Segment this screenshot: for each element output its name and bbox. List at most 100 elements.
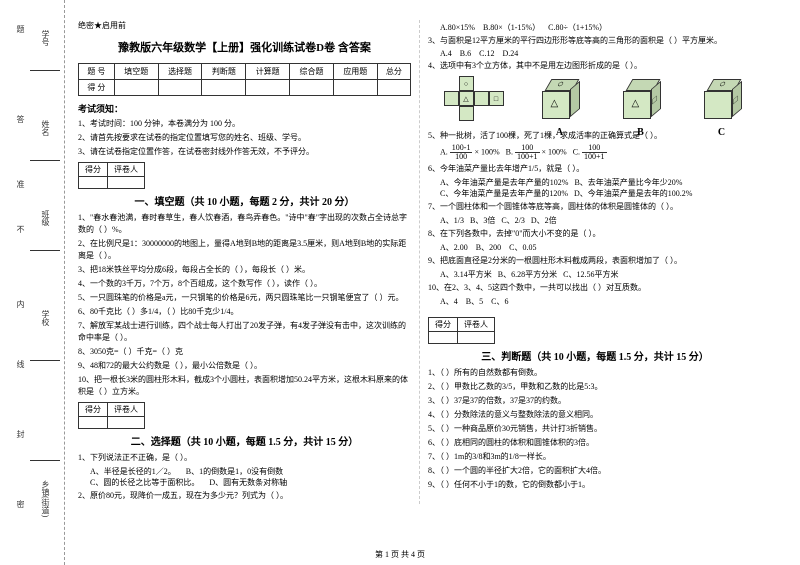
question: 6、（ ）底相同的圆柱的体积和圆锥体积的3倍。 xyxy=(428,437,762,449)
cube-front-face: △ xyxy=(623,91,651,119)
opt-label: A. xyxy=(440,147,448,156)
opt: A.4 xyxy=(440,49,452,58)
opt-label: C. xyxy=(573,147,580,156)
question: 1、下列说法正不正确，是（ ）。 xyxy=(78,452,411,464)
opt: A、半径是长径的1／2。 xyxy=(90,467,176,476)
cell: 综合题 xyxy=(290,64,334,80)
seal-mark: 答 xyxy=(15,115,26,123)
cell: 判断题 xyxy=(202,64,246,80)
seal-mark: 不 xyxy=(15,225,26,233)
gutter-label: 学号 xyxy=(40,30,51,46)
net-face xyxy=(459,106,474,121)
gutter-line xyxy=(30,160,60,161)
question: 6、今年油菜产量比去年增产1/5，就是（ ）。 xyxy=(428,163,762,175)
section-2-title: 二、选择题（共 10 小题，每题 1.5 分，共计 15 分） xyxy=(78,433,411,448)
grader-table: 得分评卷人 xyxy=(78,162,145,189)
question: 2、在比例尺是1：30000000的地图上，量得A地到B地的距离是3.5厘米，则… xyxy=(78,238,411,262)
question: 3、把18米铁丝平均分成6段，每段占全长的（ ），每段长（ ）米。 xyxy=(78,264,411,276)
opt: C.80÷（1+15%） xyxy=(548,23,607,32)
opt-label: B. xyxy=(506,147,513,156)
cube-net: ○ △ □ xyxy=(444,76,504,126)
cell xyxy=(429,332,458,344)
notice-title: 考试须知： xyxy=(78,102,411,115)
question: 3、（ ）37是37的倍数，37是37的约数。 xyxy=(428,395,762,407)
opt: B、3倍 xyxy=(470,216,495,225)
cube-option-a: ○ △ A xyxy=(535,76,585,126)
section-3-title: 三、判断题（共 10 小题，每题 1.5 分，共计 15 分） xyxy=(428,348,762,363)
gutter-label: 班级 xyxy=(40,210,51,226)
question: 1、"春水春池满，春时春草生，春人饮春酒，春鸟弄春色。"诗中"春"字出现的次数占… xyxy=(78,212,411,236)
opt: A、4 xyxy=(440,297,458,306)
cell: 评卷人 xyxy=(108,162,145,176)
opt: B.6 xyxy=(460,49,471,58)
opt: D、圆有无数条对称轴 xyxy=(209,478,287,487)
cell xyxy=(202,80,246,96)
question: 8、在下列各数中，去掉"0"而大小不变的是（ ）。 xyxy=(428,228,762,240)
cell xyxy=(158,80,202,96)
left-column: 绝密★启用前 豫教版六年级数学【上册】强化训练试卷D卷 含答案 题 号 填空题 … xyxy=(70,20,420,504)
cell xyxy=(290,80,334,96)
cell xyxy=(79,176,108,188)
net-face xyxy=(444,91,459,106)
seal-mark: 密 xyxy=(15,500,26,508)
question: 4、选项中有3个立方体，其中不是用左边图形折成的是（ ）。 xyxy=(428,60,762,72)
opt: B、1的倒数是1，0没有倒数 xyxy=(186,467,283,476)
options: A. 100-1100 × 100% B. 100100+1 × 100% C.… xyxy=(440,144,762,161)
cell xyxy=(377,80,410,96)
notice-item: 2、请首先按要求在试卷的指定位置填写您的姓名、班级、学号。 xyxy=(78,132,411,143)
net-face: △ xyxy=(459,91,474,106)
cell: 得分 xyxy=(79,402,108,416)
cell xyxy=(108,176,145,188)
cell: 计算题 xyxy=(246,64,290,80)
secrecy-mark: 绝密★启用前 xyxy=(78,20,411,31)
options: A、今年油菜产量是去年产量的102% B、去年油菜产量比今年少20% C、今年油… xyxy=(440,177,762,199)
cube-front-face xyxy=(704,91,732,119)
cube-label: C xyxy=(697,127,747,138)
question: 1、（ ）所有的自然数都有倒数。 xyxy=(428,367,762,379)
opt: B、5 xyxy=(466,297,483,306)
question: 7、（ ）1m的3/8和3m的1/8一样长。 xyxy=(428,451,762,463)
cell xyxy=(333,80,377,96)
notice-item: 1、考试时间：100 分钟，本卷满分为 100 分。 xyxy=(78,118,411,129)
pct: × 100% xyxy=(542,147,567,156)
gutter-line xyxy=(30,250,60,251)
opt: C、12.56平方米 xyxy=(563,270,618,279)
opt: C、2/3 xyxy=(501,216,525,225)
opt: A、2.00 xyxy=(440,243,468,252)
cell: 评卷人 xyxy=(108,402,145,416)
cell: 得分 xyxy=(429,318,458,332)
question: 7、解放军某战士进行训练，四个战士每人打出了20发子弹，有4发子弹没有击中，这次… xyxy=(78,320,411,344)
seal-mark: 题 xyxy=(15,25,26,33)
opt: D、今年油菜产量是去年的100.2% xyxy=(574,189,692,198)
pct: × 100% xyxy=(474,147,499,156)
question: 5、一只圆珠笔的价格是a元，一只钢笔的价格是6元，两只圆珠笔比一只钢笔便宜了（ … xyxy=(78,292,411,304)
cube-label: A xyxy=(535,127,585,138)
gutter-label: 乡镇(街道) xyxy=(40,480,51,517)
opt: B、200 xyxy=(476,243,501,252)
seal-mark: 线 xyxy=(15,360,26,368)
fraction: 100100+1 xyxy=(515,144,540,161)
question: 8、3050克=（ ）千克=（ ）克 xyxy=(78,346,411,358)
opt: B、6.28平方分米 xyxy=(498,270,557,279)
cell: 题 号 xyxy=(79,64,115,80)
cell: 应用题 xyxy=(333,64,377,80)
cell xyxy=(246,80,290,96)
fraction: 100-1100 xyxy=(450,144,473,161)
gutter-label: 学校 xyxy=(40,310,51,326)
question: 4、（ ）分数除法的意义与整数除法的意义相同。 xyxy=(428,409,762,421)
question: 2、原价80元，现降价一成五，现在为多少元？列式为（ ）。 xyxy=(78,490,411,502)
options: A、半径是长径的1／2。 B、1的倒数是1，0没有倒数 C、圆的长径之比等于面积… xyxy=(90,466,411,488)
cell: 评卷人 xyxy=(458,318,495,332)
opt: D.24 xyxy=(502,49,518,58)
gutter-line xyxy=(30,70,60,71)
question: 8、（ ）一个圆的半径扩大2倍，它的面积扩大4倍。 xyxy=(428,465,762,477)
opt: C、圆的长径之比等于面积比。 xyxy=(90,478,199,487)
question: 6、80千克比（ ）多1/4，（ ）比80千克少1/4。 xyxy=(78,306,411,318)
cube-label: B xyxy=(616,127,666,138)
opt: A、3.14平方米 xyxy=(440,270,492,279)
cube-option-c: ○ □ C xyxy=(697,76,747,126)
section-1-title: 一、填空题（共 10 小题，每题 2 分，共计 20 分） xyxy=(78,193,411,208)
options: A.4 B.6 C.12 D.24 xyxy=(440,49,762,58)
question: 10、在2、3、4、5这四个数中，一共可以找出（ ）对互质数。 xyxy=(428,282,762,294)
cell: 填空题 xyxy=(114,64,158,80)
